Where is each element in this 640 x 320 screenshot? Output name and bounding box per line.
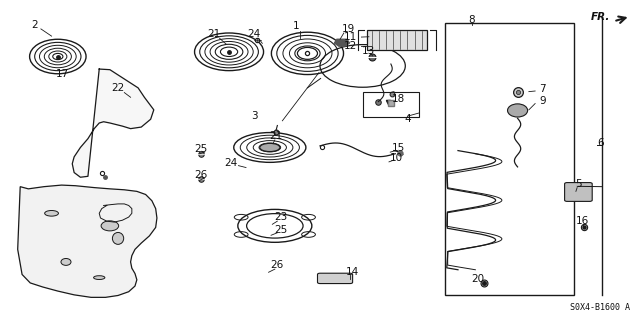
Text: 15: 15 [392,143,405,153]
Polygon shape [72,69,154,177]
Ellipse shape [61,259,71,265]
Text: 23: 23 [275,212,288,222]
Text: 3: 3 [251,111,257,121]
Ellipse shape [93,276,105,279]
Ellipse shape [113,232,124,244]
Text: 6: 6 [598,138,604,148]
Text: 20: 20 [472,274,484,284]
Text: 1: 1 [293,21,300,31]
Text: 22: 22 [111,84,125,93]
Text: 18: 18 [392,94,405,104]
FancyBboxPatch shape [564,183,592,201]
Bar [445,23,574,295]
Text: FR.: FR. [591,12,611,22]
Text: 14: 14 [346,267,359,277]
Text: 4: 4 [404,114,411,124]
Text: 11: 11 [344,32,356,42]
Polygon shape [18,185,157,297]
Ellipse shape [45,211,58,216]
Text: 12: 12 [344,42,356,52]
Polygon shape [335,39,349,46]
Text: 2: 2 [31,20,38,30]
Ellipse shape [260,143,280,152]
Text: 8: 8 [468,14,475,25]
Text: 9: 9 [540,96,546,106]
Text: 10: 10 [390,153,403,164]
Text: 13: 13 [362,46,376,56]
Text: 19: 19 [342,24,355,34]
Text: 21: 21 [207,29,220,39]
Text: 7: 7 [540,84,546,94]
Text: 26: 26 [271,260,284,270]
Text: 26: 26 [194,170,207,180]
Text: 25: 25 [275,225,288,235]
Text: S0X4-B1600 A: S0X4-B1600 A [570,303,630,312]
Text: 21: 21 [269,131,283,140]
Bar [363,92,419,117]
Text: 25: 25 [194,144,207,154]
Ellipse shape [101,221,118,231]
Text: 16: 16 [575,216,589,226]
Bar [367,30,427,50]
FancyBboxPatch shape [317,273,353,284]
Text: 17: 17 [56,69,70,79]
Text: 24: 24 [248,29,260,39]
Ellipse shape [508,104,527,117]
Text: 5: 5 [575,179,582,188]
Text: 24: 24 [224,158,237,168]
